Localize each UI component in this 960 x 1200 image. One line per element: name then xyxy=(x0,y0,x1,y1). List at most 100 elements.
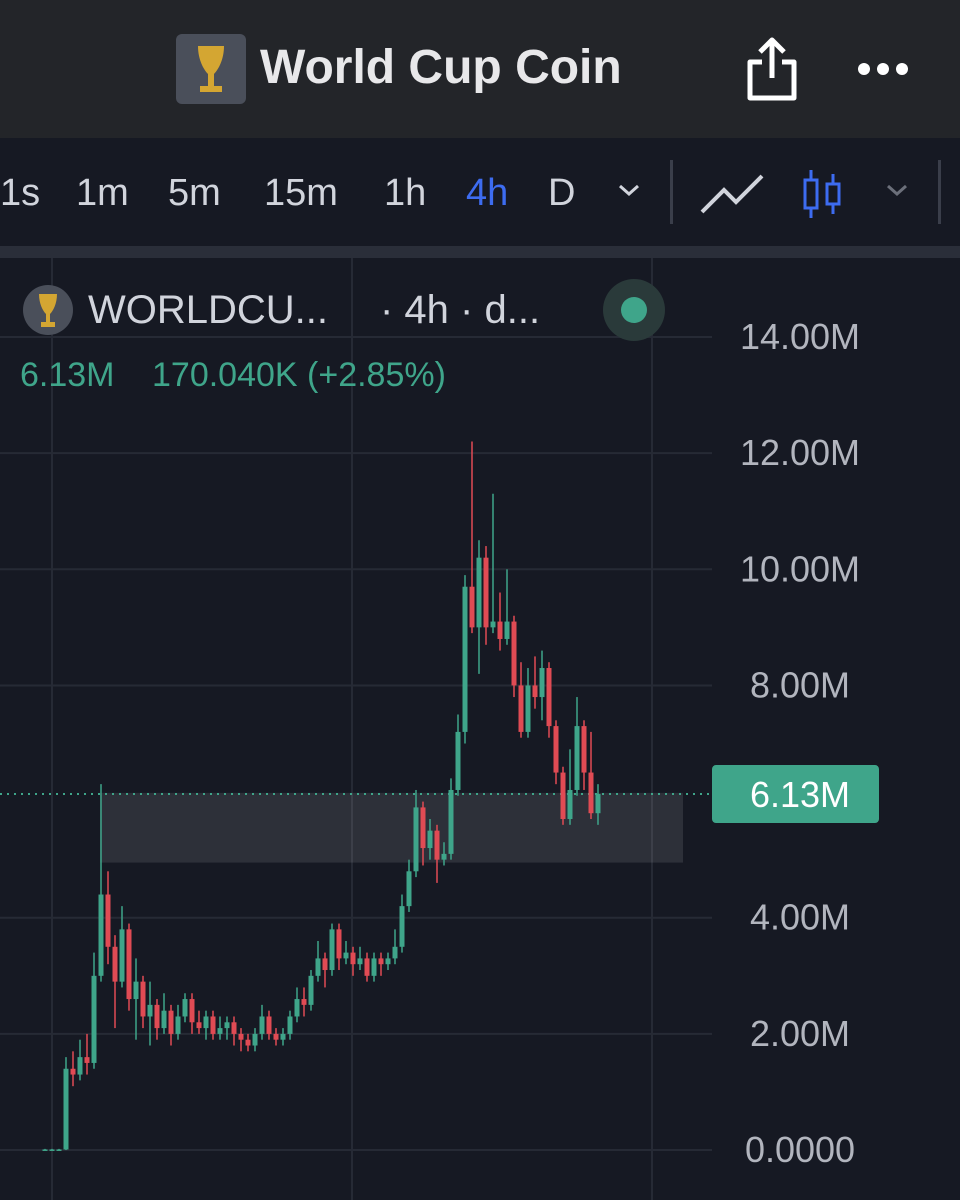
candle-body xyxy=(567,789,573,820)
candle-body xyxy=(147,1004,153,1017)
interval-button[interactable]: 1m xyxy=(76,172,129,214)
candle-body xyxy=(70,1068,76,1075)
symbol-logo xyxy=(23,285,73,335)
candle-body xyxy=(42,1149,48,1151)
interval-button[interactable]: D xyxy=(548,172,576,214)
header: World Cup Coin xyxy=(0,0,960,138)
candle-body xyxy=(581,726,587,773)
legend-symbol: WORLDCU... xyxy=(88,288,328,332)
candle-body xyxy=(287,1016,293,1034)
candle-body xyxy=(189,999,195,1023)
interval-button[interactable]: 1h xyxy=(384,172,427,214)
candle-body xyxy=(371,958,377,976)
candle-body xyxy=(511,621,517,686)
candle-body xyxy=(595,794,601,814)
candle-body xyxy=(252,1033,258,1046)
candle-body xyxy=(245,1039,251,1046)
interval-button[interactable]: 1s xyxy=(0,172,41,214)
candle-body xyxy=(539,668,545,698)
last-price-label: 6.13M xyxy=(750,774,850,815)
candle-body xyxy=(413,807,419,872)
candle-body xyxy=(175,1016,181,1034)
candle-body xyxy=(420,807,426,849)
share-button[interactable] xyxy=(744,36,800,102)
interval-dropdown[interactable] xyxy=(614,180,644,200)
candle-body xyxy=(336,929,342,959)
candle-body xyxy=(518,685,524,732)
y-tick-label: 12.00M xyxy=(740,432,860,473)
separator xyxy=(938,160,941,224)
y-tick-label: 0.0000 xyxy=(745,1129,855,1170)
candle-body xyxy=(378,958,384,965)
candle-body xyxy=(329,929,335,971)
candle-body xyxy=(140,981,146,1017)
candle-body xyxy=(266,1016,272,1034)
candle-body xyxy=(231,1022,237,1034)
y-tick-label: 8.00M xyxy=(750,664,850,705)
candle-body xyxy=(119,929,125,982)
chart: 0.0000 2.00M 4.00M 8.00M 10.00M 12.00M 14.00M 6… xyxy=(0,258,879,1200)
y-tick-label: 2.00M xyxy=(750,1013,850,1054)
candle-body xyxy=(574,726,580,790)
interval-button[interactable]: 15m xyxy=(264,172,338,214)
line-chart-button[interactable] xyxy=(698,170,768,218)
candle-body xyxy=(553,726,559,773)
candle-body xyxy=(77,1057,83,1075)
candle-body xyxy=(259,1016,265,1034)
candle-body xyxy=(182,999,188,1017)
candle-body xyxy=(133,981,139,1000)
candle-body xyxy=(476,557,482,628)
candle-chart-button[interactable] xyxy=(800,168,844,220)
candle-body xyxy=(469,586,475,628)
legend-change: 170.040K (+2.85%) xyxy=(152,356,446,394)
candle-body xyxy=(63,1068,69,1150)
price-zone xyxy=(100,792,683,863)
candle-body xyxy=(280,1033,286,1040)
candle-body xyxy=(294,999,300,1017)
candle-body xyxy=(224,1022,230,1029)
candle-body xyxy=(203,1016,209,1029)
coin-logo xyxy=(176,34,246,104)
interval-button[interactable]: 4h xyxy=(466,172,509,214)
more-button[interactable] xyxy=(856,58,912,80)
candle-body xyxy=(91,975,97,1063)
candle-body xyxy=(49,1149,55,1151)
candle-body xyxy=(308,975,314,1005)
y-tick-label: 10.00M xyxy=(740,548,860,589)
candle-body xyxy=(112,946,118,982)
chart-type-dropdown[interactable] xyxy=(882,180,912,200)
candle-body xyxy=(483,557,489,628)
status-indicator xyxy=(603,279,665,341)
title: World Cup Coin xyxy=(260,41,622,94)
candle-body xyxy=(490,621,496,628)
candle-body xyxy=(546,668,552,727)
last-price-badge xyxy=(712,765,879,824)
candle-body xyxy=(497,621,503,639)
y-tick-label: 4.00M xyxy=(750,897,850,938)
candle-body xyxy=(385,958,391,965)
candle-body xyxy=(238,1033,244,1040)
interval-button[interactable]: 5m xyxy=(168,172,221,214)
candle-body xyxy=(84,1057,90,1063)
candle-body xyxy=(532,685,538,698)
candle-body xyxy=(217,1028,223,1034)
candle-body xyxy=(441,853,447,860)
candle-body xyxy=(126,929,132,1000)
candle-body xyxy=(434,830,440,860)
candle-body xyxy=(161,1010,167,1029)
candle-body xyxy=(343,952,349,959)
candle-body xyxy=(448,789,454,854)
legend-price: 6.13M xyxy=(20,356,115,394)
candle-body xyxy=(504,621,510,639)
candle-body xyxy=(427,830,433,849)
candle-body xyxy=(525,685,531,732)
candle-body xyxy=(56,1149,62,1151)
candle-body xyxy=(357,958,363,965)
toolbar: 1s 1m 5m 15m 1h 4h D xyxy=(0,138,960,246)
candle-body xyxy=(301,999,307,1005)
candle-body xyxy=(322,958,328,971)
separator xyxy=(670,160,673,224)
candle-body xyxy=(273,1033,279,1040)
candle-body xyxy=(406,871,412,907)
candle-body xyxy=(210,1016,216,1034)
